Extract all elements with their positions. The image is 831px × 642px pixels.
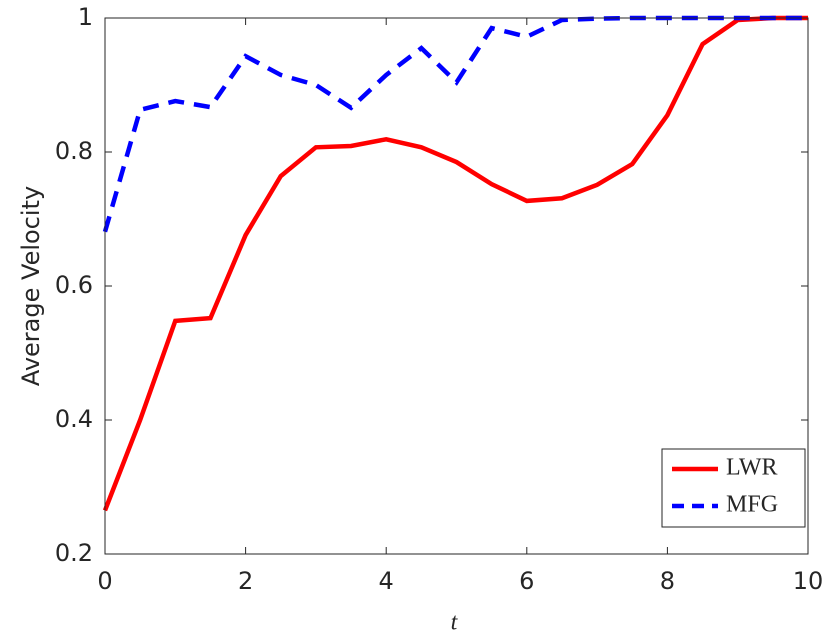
x-tick-label: 0 (97, 567, 112, 595)
x-axis-label: t (451, 610, 459, 636)
x-tick-label: 6 (519, 567, 534, 595)
data-line (102, 15, 808, 512)
legend-box (661, 448, 806, 528)
y-tick-label: 0.2 (55, 539, 93, 567)
y-tick-label: 0.8 (55, 137, 93, 165)
axes-box (104, 17, 809, 555)
legend-label: MFG (726, 492, 778, 518)
y-tick-label: 0.4 (55, 405, 93, 433)
y-tick-label: 1 (78, 3, 93, 31)
y-axis-label: Average Velocity (17, 186, 45, 386)
legend-label: LWR (726, 455, 778, 481)
x-tick-label: 2 (238, 567, 253, 595)
x-tick-label: 8 (660, 567, 675, 595)
y-tick-label: 0.6 (55, 271, 93, 299)
x-tick-label: 4 (379, 567, 394, 595)
x-tick-label: 10 (793, 567, 824, 595)
